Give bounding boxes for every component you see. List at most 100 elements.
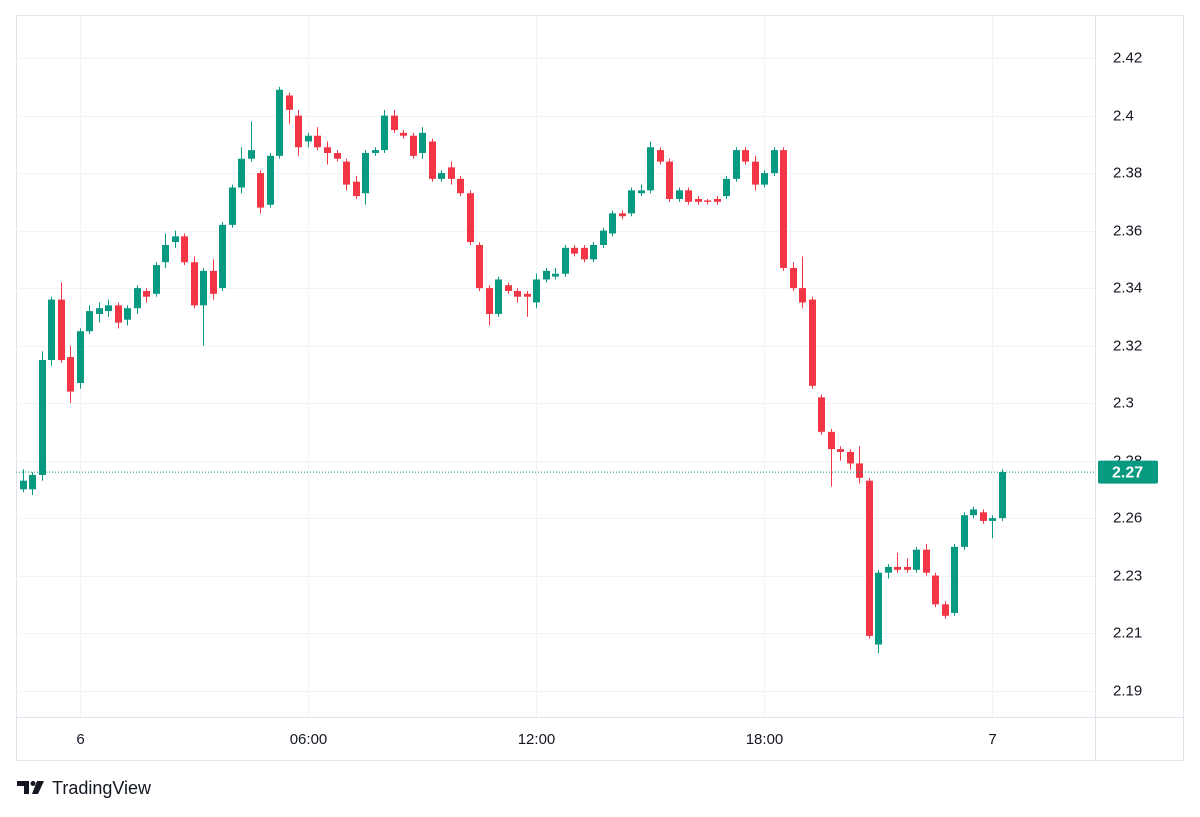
candle-body [923, 549, 930, 573]
candle-body [904, 566, 911, 570]
candle-body [619, 213, 626, 217]
candle-body [590, 244, 597, 260]
candle-body [172, 236, 179, 243]
candle-body [666, 161, 673, 199]
candle-body [524, 293, 531, 297]
candle-body [647, 147, 654, 191]
candle-body [999, 472, 1006, 519]
candle-body [543, 270, 550, 280]
candle-body [86, 311, 93, 332]
candle-body [723, 178, 730, 197]
y-tick-label: 2.4 [1113, 107, 1134, 124]
candle-body [866, 480, 873, 636]
candle-body [29, 474, 36, 490]
candle-body [181, 236, 188, 263]
last-price-badge [1098, 460, 1158, 484]
candle-body [600, 230, 607, 245]
y-tick-label: 2.19 [1113, 682, 1142, 699]
candle-body [856, 463, 863, 478]
candle-body [410, 135, 417, 156]
candle-body [429, 141, 436, 179]
candle-body [562, 247, 569, 274]
candle-body [970, 509, 977, 516]
candle-body [467, 193, 474, 243]
chart-frame [16, 15, 1184, 761]
candle-body [790, 267, 797, 289]
y-tick-label: 2.42 [1113, 49, 1142, 66]
candle-body [552, 273, 559, 277]
candle-body [39, 359, 46, 475]
candle-body [676, 190, 683, 199]
candle-body [238, 158, 245, 188]
candle-body [657, 150, 664, 162]
candle-body [58, 299, 65, 360]
candle-body [229, 187, 236, 225]
candle-body [305, 135, 312, 142]
candle-body [571, 247, 578, 254]
candle-body [581, 247, 588, 260]
candle-body [505, 285, 512, 291]
candle-body [980, 512, 987, 521]
candle-body [276, 89, 283, 156]
candle-body [742, 150, 749, 162]
y-tick-label: 2.26 [1113, 509, 1142, 526]
candle-body [134, 288, 141, 309]
x-tick-label: 6 [76, 731, 84, 748]
candle-body [295, 115, 302, 148]
candle-body [457, 178, 464, 194]
y-tick-label: 2.36 [1113, 222, 1142, 239]
candle-body [257, 173, 264, 208]
candle-body [818, 397, 825, 432]
candle-body [894, 566, 901, 570]
candle-body [486, 288, 493, 314]
candle-body [314, 135, 321, 148]
brand-name: TradingView [52, 778, 152, 798]
candle-body [885, 566, 892, 573]
candle-body [96, 308, 103, 314]
candle-body [48, 299, 55, 360]
candle-body [362, 152, 369, 194]
candle-body [533, 279, 540, 303]
candle-body [837, 449, 844, 452]
candle-body [638, 190, 645, 194]
y-tick-label: 2.23 [1113, 567, 1142, 584]
candle-body [961, 515, 968, 547]
candle-body [124, 308, 131, 320]
candle-body [67, 357, 74, 392]
candle-body [77, 331, 84, 383]
candle-body [495, 279, 502, 314]
candle-body [761, 173, 768, 185]
candle-body [400, 132, 407, 136]
candle-body [372, 150, 379, 153]
brand-logo [17, 781, 44, 794]
candle-body [704, 200, 711, 202]
candle-body [438, 173, 445, 179]
candle-body [162, 244, 169, 263]
last-price-label: 2.27 [1112, 464, 1143, 481]
candle-body [210, 270, 217, 294]
candle-body [989, 518, 996, 521]
candle-body [105, 305, 112, 312]
candle-body [695, 198, 702, 202]
candle-body [932, 575, 939, 605]
candle-body [448, 167, 455, 179]
candle-body [771, 150, 778, 174]
candle-body [419, 132, 426, 153]
candle-body [828, 431, 835, 450]
y-tick-label: 2.38 [1113, 164, 1142, 181]
y-tick-label: 2.34 [1113, 279, 1142, 296]
candle-body [334, 152, 341, 159]
y-tick-label: 2.3 [1113, 394, 1134, 411]
candle-body [714, 198, 721, 202]
candle-body [514, 290, 521, 297]
candle-body [381, 115, 388, 151]
x-tick-label: 18:00 [746, 731, 784, 748]
candle-body [628, 190, 635, 214]
y-tick-label: 2.32 [1113, 337, 1142, 354]
candle-body [780, 150, 787, 268]
candle-body [913, 549, 920, 570]
candle-body [685, 190, 692, 202]
candle-body [200, 270, 207, 306]
candle-body [324, 147, 331, 153]
